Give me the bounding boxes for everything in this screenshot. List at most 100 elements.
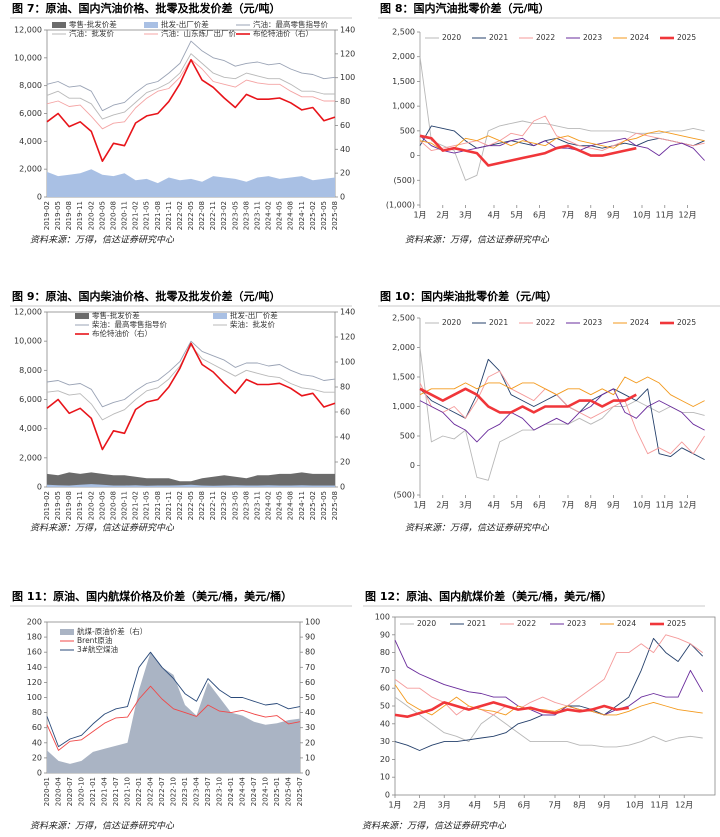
x-tick-label: 2024-04: [239, 776, 247, 806]
x-tick-label: 11月: [656, 211, 674, 220]
chart-title: 图 7：原油、国内汽油价格、批零及批发价差（元/吨）: [12, 1, 281, 15]
legend-label: 2022: [536, 318, 555, 327]
y2-tick-label: 120: [340, 49, 355, 58]
x-tick-label: 3月: [459, 501, 472, 510]
legend-label: 汽油：批发价: [69, 28, 114, 38]
x-tick-label: 2025-01: [273, 777, 281, 806]
y2-tick-label: 140: [340, 308, 355, 317]
x-tick-label: 2023-08: [242, 201, 250, 230]
y2-tick-label: 60: [340, 121, 350, 130]
x-tick-label: 1月: [388, 801, 401, 810]
x-tick-label: 2020-10: [78, 777, 86, 806]
area-series: [47, 169, 335, 197]
legend-label: 2022: [517, 619, 536, 628]
y-tick-label: 12,000: [14, 26, 42, 35]
x-tick-label: 2023-01: [181, 777, 189, 806]
x-tick-label: 7月: [561, 501, 574, 510]
y-tick-label: 1,500: [392, 373, 415, 382]
x-tick-label: 8月: [573, 801, 586, 810]
chart-source: 资料来源：万得，信达证券研究中心: [30, 821, 175, 832]
line-series: [419, 376, 705, 407]
x-tick-label: 2019-11: [76, 491, 84, 520]
plot-frame: [46, 311, 336, 488]
x-tick-label: 2025-04: [285, 776, 293, 806]
y-tick-label: 40: [380, 719, 390, 728]
y-tick-label: 2,000: [19, 453, 42, 462]
chart-title: 图 8：国内汽油批零价差（元/吨）: [380, 1, 550, 15]
x-tick-label: 2020-08: [109, 491, 117, 520]
line-series: [419, 387, 637, 414]
y-tick-label: 0: [385, 791, 390, 800]
y-tick-label: 0: [410, 151, 415, 160]
chart-title: 图 12：原油、国内航煤价差（美元/桶，美元/桶）: [365, 589, 612, 603]
x-tick-label: 6月: [533, 211, 546, 220]
x-tick-label: 12月: [678, 501, 696, 510]
y2-tick-label: 0: [340, 193, 345, 202]
x-tick-label: 8月: [584, 211, 597, 220]
y-tick-label: 30: [380, 737, 390, 746]
x-tick-label: 2019-08: [65, 201, 73, 230]
y-tick-label: 0: [410, 461, 415, 470]
x-tick-label: 2025-05: [320, 201, 328, 230]
x-tick-label: 2020-07: [66, 777, 74, 806]
legend-label: 汽油：山东炼厂出厂价: [161, 28, 236, 38]
legend-label: 零售-批发价差: [69, 19, 117, 29]
y-tick-label: 100: [375, 613, 390, 622]
x-tick-label: 2020-02: [87, 201, 95, 230]
line-series: [419, 358, 705, 460]
x-tick-label: 6月: [518, 801, 531, 810]
y-tick-label: 2,000: [392, 343, 415, 352]
y-tick-label: 2,500: [392, 28, 415, 37]
x-tick-label: 2022-02: [176, 201, 184, 230]
line-series: [419, 56, 705, 181]
y2-tick-label: 40: [340, 145, 350, 154]
y2-tick-label: 20: [340, 169, 350, 178]
y-tick-label: 6,000: [19, 109, 42, 118]
legend-label: 2021: [467, 619, 486, 628]
x-tick-label: 2025-08: [331, 491, 339, 520]
legend-label: Brent原油: [77, 635, 112, 645]
x-tick-label: 3月: [438, 801, 451, 810]
y2-tick-label: 80: [340, 383, 350, 392]
legend-label: 2025: [677, 318, 696, 327]
line-series: [419, 134, 637, 167]
x-tick-label: 2024-08: [287, 201, 295, 230]
x-tick-label: 2022-11: [209, 491, 217, 520]
line-series: [419, 370, 705, 455]
x-tick-label: 8月: [584, 501, 597, 510]
x-tick-label: 2021-02: [132, 201, 140, 230]
y-tick-label: 12,000: [14, 308, 42, 317]
x-tick-label: 2025-02: [309, 201, 317, 230]
x-tick-label: 2024-02: [265, 201, 273, 230]
legend-label: 2023: [583, 33, 602, 42]
x-tick-label: 4月: [487, 501, 500, 510]
x-tick-label: 5月: [510, 211, 523, 220]
y-tick-label: 120: [27, 678, 42, 687]
x-tick-label: 2022-10: [170, 777, 178, 806]
y2-tick-label: 60: [340, 408, 350, 417]
x-tick-label: 2020-04: [55, 776, 63, 806]
x-tick-label: 2021-05: [143, 491, 151, 520]
y-tick-label: 80: [380, 648, 390, 657]
chart-panel: 图 11：原油、国内航煤价格及价差（美元/桶，美元/桶） 资料来源：万得，信达证券…: [10, 589, 352, 832]
legend-label: 批发-出厂价差: [230, 310, 278, 320]
x-tick-label: 2020-11: [121, 201, 129, 230]
y2-tick-label: 60: [305, 678, 315, 687]
y2-tick-label: 10: [305, 753, 315, 762]
legend-label: 2020: [442, 318, 461, 327]
x-tick-label: 2024-11: [298, 491, 306, 520]
line-series: [46, 685, 301, 751]
y-tick-label: 6,000: [19, 395, 42, 404]
chart-panel: 图 9：原油、国内柴油价格、批零及批发价差（元/吨） 资料来源：万得，信达证券研究…: [10, 289, 355, 534]
legend-swatch: [60, 629, 74, 635]
x-tick-label: 2025-02: [309, 491, 317, 520]
x-tick-label: 2020-11: [121, 491, 129, 520]
x-tick-label: 2023-11: [253, 491, 261, 520]
x-tick-label: 2024-01: [227, 777, 235, 806]
y2-tick-label: 100: [340, 73, 355, 82]
chart-panel: 图 8：国内汽油批零价差（元/吨） 资料来源：万得，信达证券研究中心 (1,000)…: [378, 1, 720, 246]
line-series: [46, 651, 301, 748]
area-series: [47, 652, 300, 773]
y-tick-label: 60: [380, 684, 390, 693]
x-tick-label: 10月: [633, 211, 651, 220]
